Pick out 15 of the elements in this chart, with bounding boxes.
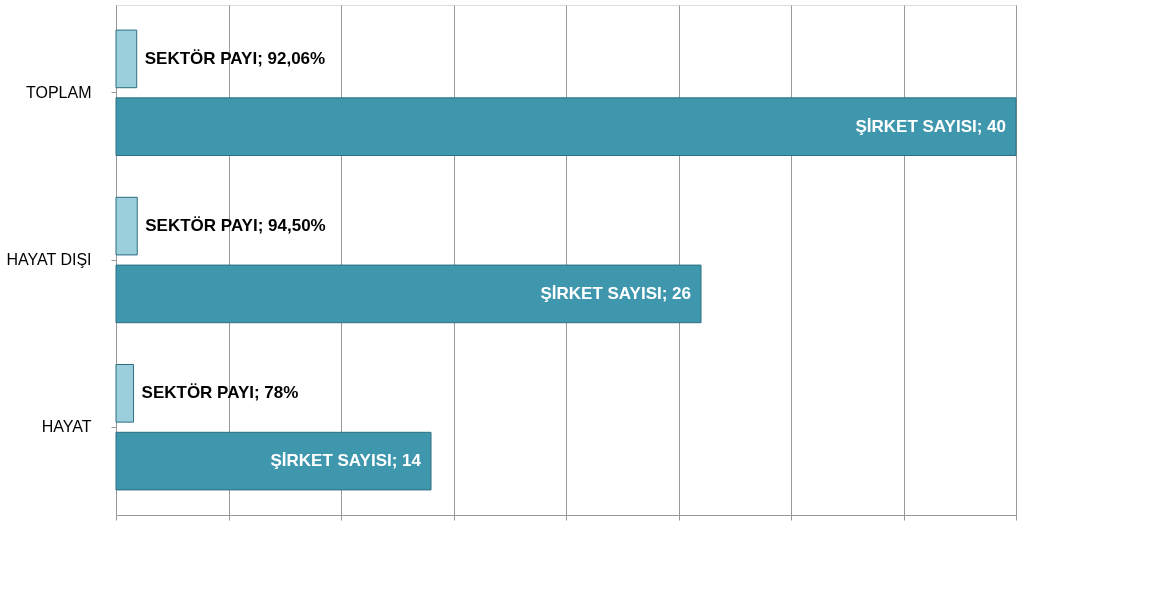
bar (115, 29, 138, 89)
bar (115, 264, 702, 324)
bar (115, 196, 138, 256)
bar (115, 364, 135, 423)
y-tick-label: TOPLAM (26, 83, 92, 101)
data-label: SEKTÖR PAYI; 92,06% (144, 48, 326, 68)
data-label: ŞİRKET SAYISI; 14 (270, 451, 422, 471)
data-label: ŞİRKET SAYISI; 26 (540, 283, 691, 303)
y-tick-label: HAYAT (41, 418, 92, 436)
data-label: ŞİRKET SAYISI; 40 (855, 116, 1006, 136)
bar (115, 97, 1017, 156)
y-tick-label: HAYAT DIŞI (6, 251, 92, 268)
data-label: SEKTÖR PAYI; 78% (141, 383, 299, 403)
data-label: SEKTÖR PAYI; 94,50% (145, 216, 326, 236)
bar (115, 431, 432, 491)
